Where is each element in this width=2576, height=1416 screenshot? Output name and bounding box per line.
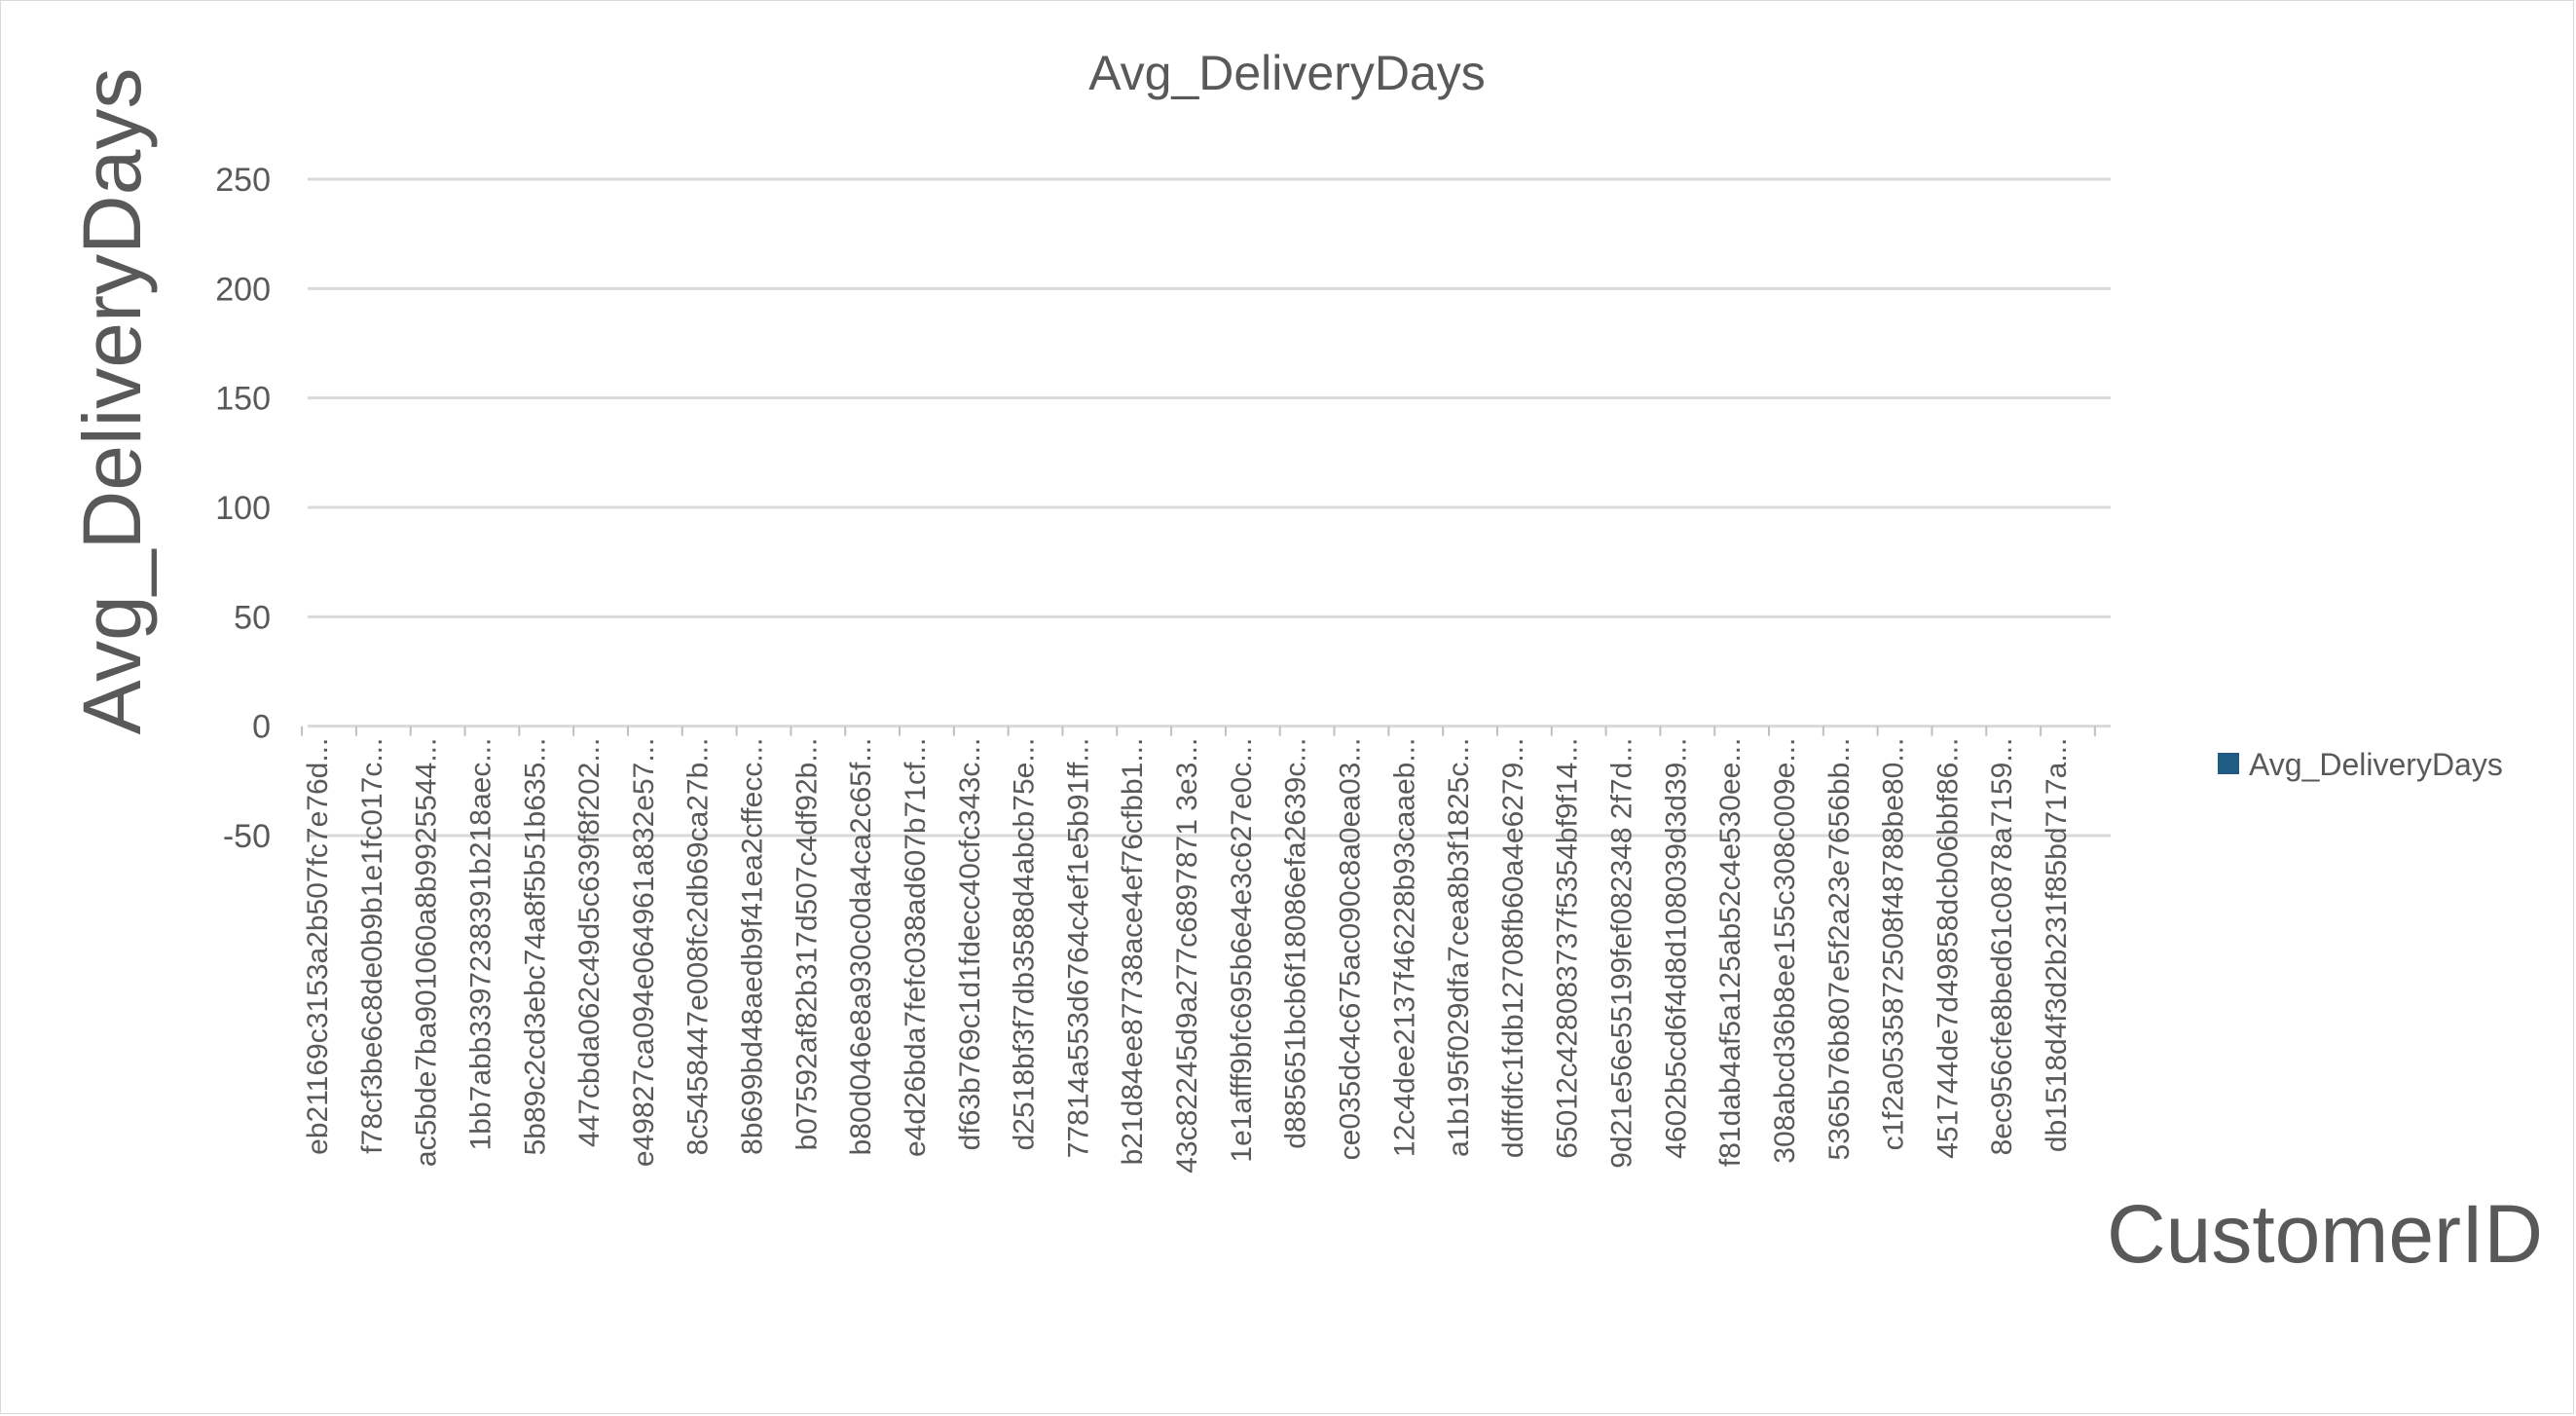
x-tick-label: 77814a553d6764c4ef1e5b91ff... bbox=[1062, 738, 1094, 1159]
x-tick-label: 1e1afff9bfc695b6e4e3c627e0c... bbox=[1226, 738, 1258, 1163]
y-tick-label: 100 bbox=[215, 490, 271, 527]
y-axis-title: Avg_DeliveryDays bbox=[66, 68, 158, 735]
x-tick-label: 8ec956cfe8bed61c0878a7159... bbox=[1986, 738, 2018, 1156]
x-tick-label: ddffdfc1fdb12708fb60a4e6279... bbox=[1497, 738, 1529, 1159]
x-tick-label: f78cf3be6c8de0b9b1e1fc017c... bbox=[356, 738, 388, 1154]
legend: Avg_DeliveryDays bbox=[2218, 747, 2503, 782]
y-tick-label: 50 bbox=[234, 599, 271, 636]
x-tick-label: f81dab4af5a125ab52c4e530ee... bbox=[1714, 738, 1747, 1167]
legend-swatch bbox=[2218, 753, 2239, 774]
x-tick-label: e49827ca094e064961a832e57... bbox=[628, 738, 660, 1167]
y-tick-label: 0 bbox=[252, 709, 271, 746]
x-tick-label: 451744de7d49858dcb06bbf86... bbox=[1932, 738, 1964, 1159]
x-tick-label: 447cbda062c49d5c639f8f202... bbox=[573, 738, 606, 1147]
y-tick-label: 200 bbox=[215, 271, 271, 308]
x-tick-label: 4602b5cd6f4d8d108039d3d39... bbox=[1660, 738, 1692, 1159]
x-tick-label: b21d84ee87738ace4ef76cfbb1... bbox=[1117, 738, 1149, 1166]
x-tick-label: db1518d4f3d2b231f85bd717a... bbox=[2041, 738, 2073, 1152]
x-tick-label: e4d26bda7fefc038ad607b71cf... bbox=[900, 738, 932, 1157]
x-tick-label: 12c4dee2137f46228b93caaeb... bbox=[1388, 738, 1420, 1157]
x-tick-label: 1bb7abb3397238391b218aec... bbox=[464, 738, 497, 1151]
x-tick-label: eb21169c3153a2b507fc7e76d... bbox=[302, 738, 334, 1155]
x-axis-title: CustomerID bbox=[2107, 1188, 2543, 1280]
x-tick-label: 43c82245d9a277c6897871 3e3... bbox=[1171, 738, 1203, 1174]
legend-label: Avg_DeliveryDays bbox=[2249, 747, 2503, 782]
y-tick-label: 250 bbox=[215, 162, 271, 199]
x-tick-label: b07592af82b317d507c4df92b... bbox=[791, 738, 823, 1151]
x-tick-label: 65012c428083737f5354bf9f14... bbox=[1552, 738, 1584, 1159]
x-tick-label: 5b89c2cd3ebc74a8f5b51b635... bbox=[519, 738, 551, 1156]
x-tick-label: a1b195f029dfa7cea8b3f1825c... bbox=[1443, 738, 1475, 1157]
x-tick-label: ce035dc4c675ac090c8a0ea03... bbox=[1334, 738, 1366, 1161]
y-tick-label: 150 bbox=[215, 381, 271, 418]
x-tick-label: df63b769c1d1fdecc40cfc343c... bbox=[954, 738, 986, 1151]
x-tick-label: 308abcd36b8ee155c308c009e... bbox=[1769, 738, 1801, 1164]
gridlines bbox=[308, 177, 2111, 838]
x-tick-label: b80d046e8a930c0da4ca2c65f... bbox=[845, 738, 877, 1156]
x-axis-ticks: eb21169c3153a2b507fc7e76d... f78cf3be6c8d… bbox=[301, 726, 2096, 1174]
x-tick-label: d885651bcb6f18086efa2639c... bbox=[1280, 738, 1312, 1149]
chart-title: Avg_DeliveryDays bbox=[1088, 46, 1486, 100]
x-tick-label: 5365b76b807e5f2a23e7656bb... bbox=[1823, 738, 1856, 1161]
x-tick-label: 8c5458447e008fc2db69ca27b... bbox=[682, 738, 715, 1156]
x-tick-label: c1f2a0535872508f48788be80... bbox=[1878, 738, 1910, 1151]
x-tick-label: 9d21e56e55199fef082348 2f7d... bbox=[1606, 738, 1638, 1169]
y-tick-label: -50 bbox=[223, 818, 271, 855]
y-axis-ticks: 250 200 150 100 50 0 -50 bbox=[215, 162, 271, 855]
x-tick-label: d2518bf3f7db3588d4abcb75e... bbox=[1009, 738, 1041, 1151]
x-tick-label: ac5bde7ba901060a8b9925544... bbox=[411, 738, 443, 1167]
x-tick-label: 8b699bd48aedb9f41ea2cffecc... bbox=[737, 738, 769, 1155]
